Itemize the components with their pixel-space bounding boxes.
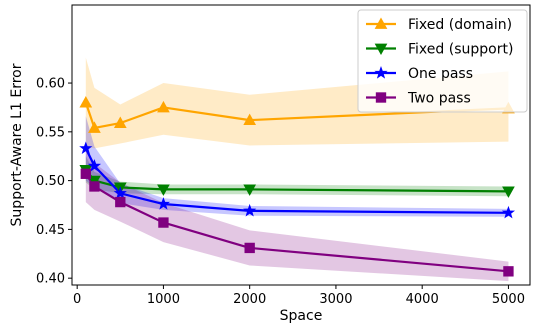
data-point-0-0 [79, 96, 93, 108]
plot-frame [71, 4, 531, 286]
x-tick-label: 3000 [319, 292, 352, 307]
data-point-3-5 [503, 266, 514, 277]
data-point-0-1 [88, 121, 101, 133]
y-tick-label: 0.55 [36, 125, 65, 140]
legend-label-1: Fixed (support) [408, 42, 513, 58]
data-point-1-5 [502, 186, 515, 198]
confidence-band-3 [85, 145, 509, 282]
x-tick-label: 4000 [406, 292, 439, 307]
x-axis-label: Space [280, 308, 323, 324]
x-tick-label: 2000 [233, 292, 266, 307]
y-axis: 0.40 0.45 0.50 0.55 0.60 [36, 77, 72, 287]
legend-box [357, 9, 528, 113]
data-point-1-3 [157, 184, 170, 196]
legend-marker-0 [374, 17, 388, 29]
data-point-2-2 [113, 186, 127, 199]
data-point-3-1 [89, 181, 100, 192]
data-point-2-3 [156, 197, 171, 210]
data-point-3-4 [244, 242, 255, 254]
legend-label-3: Two pass [407, 91, 471, 107]
legend-label-0: Fixed (domain) [408, 17, 512, 33]
data-point-2-1 [87, 159, 102, 172]
series-markers [79, 96, 516, 277]
series-line-0 [84, 102, 509, 130]
y-tick-label: 0.60 [36, 77, 65, 92]
data-point-1-1 [88, 175, 101, 188]
x-axis: 0 1000 2000 3000 4000 5000 [73, 285, 525, 307]
legend: Fixed (domain) Fixed (support) One pass Two… [357, 9, 528, 113]
data-point-2-5 [501, 205, 516, 219]
confidence-bands [85, 57, 509, 282]
legend-marker-3 [375, 92, 387, 103]
x-tick-label: 5000 [492, 292, 525, 307]
confidence-band-0 [85, 57, 509, 149]
legend-marker-1 [374, 43, 388, 56]
data-point-2-4 [243, 203, 257, 217]
data-point-3-2 [115, 196, 126, 208]
data-point-0-4 [243, 113, 257, 126]
data-point-3-3 [158, 217, 169, 228]
data-point-2-0 [79, 141, 93, 155]
y-tick-label: 0.50 [36, 174, 65, 189]
legend-label-2: One pass [408, 66, 473, 82]
legend-marker-2 [374, 66, 388, 79]
y-tick-label: 0.45 [36, 223, 65, 238]
data-point-0-2 [113, 116, 127, 128]
data-point-1-4 [243, 184, 257, 196]
x-tick-label: 0 [73, 292, 81, 307]
y-tick-label: 0.40 [36, 272, 65, 287]
confidence-band-1 [85, 156, 509, 197]
x-tick-label: 1000 [147, 292, 180, 307]
data-point-0-3 [157, 100, 170, 113]
y-axis-label: Support-Aware L1 Error [9, 63, 25, 226]
data-point-3-0 [80, 168, 91, 179]
